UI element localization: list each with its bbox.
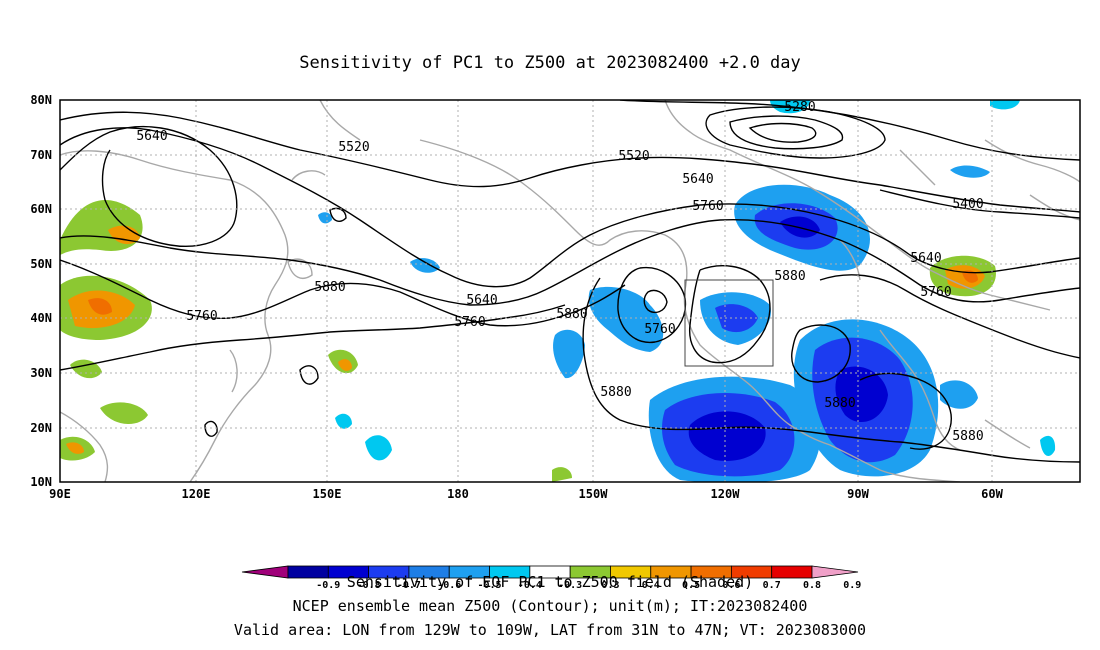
lat-tick-label: 80N xyxy=(30,93,52,107)
colorbar-tick-label: -0.3 xyxy=(558,580,582,591)
lat-tick-label: 60N xyxy=(30,202,52,216)
footer-line-valid-area: Valid area: LON from 129W to 109W, LAT f… xyxy=(234,621,866,639)
colorbar-tick-label: -0.8 xyxy=(357,580,381,591)
colorbar-tick-label: -0.6 xyxy=(437,580,461,591)
colorbar-tick-label: 0.7 xyxy=(763,580,781,591)
lon-tick-label: 60W xyxy=(981,487,1003,501)
lat-tick-label: 10N xyxy=(30,475,52,489)
contour-label: 5760 xyxy=(644,322,675,337)
footer-line-shaded: Sensitivity of EOF PC1 to Z500 field (Sh… xyxy=(347,573,753,591)
lat-tick-label: 70N xyxy=(30,148,52,162)
coastlines xyxy=(60,100,1080,482)
contour-label: 5760 xyxy=(920,285,951,300)
axis-lon: 90E 120E 150E 180 150W 120W 90W 60W xyxy=(49,487,1003,501)
sensitivity-shading xyxy=(60,100,1056,482)
contour-label: 5640 xyxy=(136,129,167,144)
lon-tick-label: 150E xyxy=(313,487,342,501)
colorbar-tick-label: 0.5 xyxy=(682,580,700,591)
footer-line-contour: NCEP ensemble mean Z500 (Contour); unit(… xyxy=(293,597,808,615)
lat-tick-label: 50N xyxy=(30,257,52,271)
map-frame xyxy=(59,99,1081,483)
contour-label: 5640 xyxy=(466,293,497,308)
contour-label: 5400 xyxy=(952,197,983,212)
lat-tick-label: 30N xyxy=(30,366,52,380)
lon-tick-label: 120E xyxy=(182,487,211,501)
colorbar-swatch xyxy=(771,565,813,579)
lon-tick-label: 120W xyxy=(711,487,741,501)
valid-area-box xyxy=(684,279,774,367)
colorbar-swatch xyxy=(241,565,289,579)
lon-tick-label: 90E xyxy=(49,487,71,501)
colorbar-tick-label: -0.9 xyxy=(316,580,340,591)
contour-label: 5280 xyxy=(784,100,815,115)
colorbar-tick-label: 0.6 xyxy=(722,580,740,591)
contour-label: 5520 xyxy=(618,149,649,164)
contour-label: 5880 xyxy=(314,280,345,295)
lat-tick-label: 40N xyxy=(30,311,52,325)
colorbar-swatch xyxy=(287,565,329,579)
contour-label: 5760 xyxy=(692,199,723,214)
contour-label: 5640 xyxy=(910,251,941,266)
colorbar-tick-label: -0.7 xyxy=(397,580,421,591)
colorbar-tick-label: -0.4 xyxy=(518,580,542,591)
grid-lines xyxy=(60,100,1080,482)
contour-label: 5880 xyxy=(952,429,983,444)
contour-label: 5520 xyxy=(338,140,369,155)
colorbar-swatch xyxy=(811,565,859,579)
lon-tick-label: 180 xyxy=(447,487,469,501)
colorbar-tick-label: -0.5 xyxy=(477,580,501,591)
contour-label-group: 5640 5520 5280 5520 5640 5760 5400 5640 … xyxy=(136,100,983,444)
map-area: 5640 5520 5280 5520 5640 5760 5400 5640 … xyxy=(59,99,1081,483)
lon-tick-label: 150W xyxy=(579,487,609,501)
z500-contours xyxy=(60,100,1080,463)
colorbar-tick-label: 0.4 xyxy=(642,580,660,591)
contour-label: 5760 xyxy=(186,309,217,324)
lon-tick-label: 90W xyxy=(847,487,869,501)
colorbar-tick-label: 0.3 xyxy=(601,580,619,591)
map-title: Sensitivity of PC1 to Z500 at 2023082400… xyxy=(299,53,801,73)
contour-label: 5880 xyxy=(774,269,805,284)
contour-label: 5760 xyxy=(454,315,485,330)
axis-lat: 10N 20N 30N 40N 50N 60N 70N 80N xyxy=(30,93,52,489)
contour-label: 5880 xyxy=(600,385,631,400)
contour-label: 5880 xyxy=(824,396,855,411)
colorbar-tick-label: 0.8 xyxy=(803,580,821,591)
contour-label: 5640 xyxy=(682,172,713,187)
lat-tick-label: 20N xyxy=(30,421,52,435)
colorbar: -0.9 -0.8 -0.7 -0.6 -0.5 -0.4 -0.3 0.3 0.4 0.5 0.6… xyxy=(241,565,861,591)
contour-label: 5880 xyxy=(556,307,587,322)
colorbar-tick-label: 0.9 xyxy=(843,580,861,591)
